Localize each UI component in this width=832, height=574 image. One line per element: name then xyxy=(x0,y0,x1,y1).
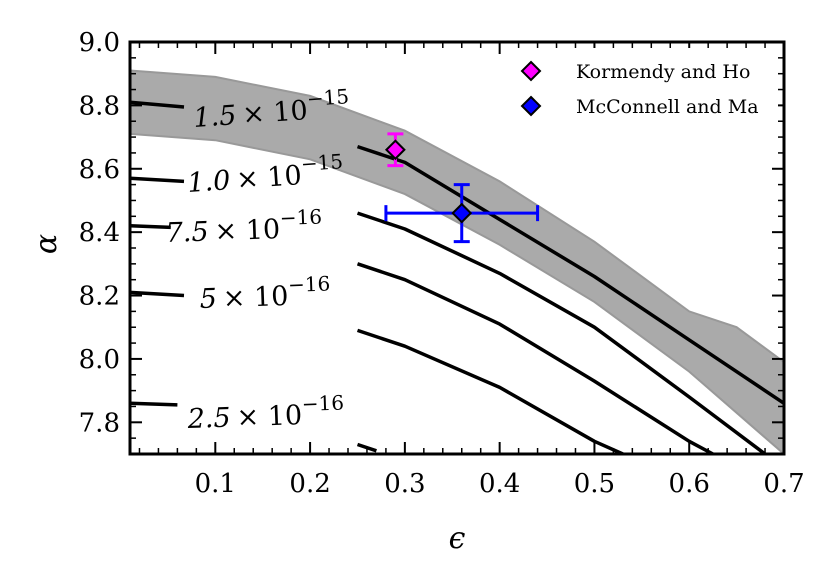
legend: Kormendy and Ho McConnell and Ma xyxy=(508,48,778,128)
y-tick-label: 8.8 xyxy=(79,91,120,121)
x-axis-label: ϵ xyxy=(449,521,466,556)
legend-marker-mcconnell-ma xyxy=(520,95,542,117)
contour-5e-16-right xyxy=(356,328,624,454)
x-tick-label: 0.6 xyxy=(669,469,710,499)
contour-label-base: × 10 xyxy=(214,214,281,247)
y-axis-label: α xyxy=(29,234,64,254)
contour-label-base: × 10 xyxy=(236,400,303,433)
y-tick-label: 7.8 xyxy=(79,408,120,438)
contour-1.5e-15-right xyxy=(356,144,784,405)
legend-background xyxy=(508,48,778,128)
contour-label-coef: 5 xyxy=(199,283,217,315)
y-tick-label: 9.0 xyxy=(79,28,120,58)
contour-label-coef: 1.5 xyxy=(192,100,237,134)
contour-label-1.5e-15: 1.5 × 10−15 xyxy=(192,84,351,134)
contour-labels-layer: 1.5 × 10−151.0 × 10−157.5 × 10−165 × 10−162.… xyxy=(165,84,351,435)
contour-label-exp: −15 xyxy=(306,84,350,111)
contour-7.5e-16-left xyxy=(130,224,171,230)
data-point-0 xyxy=(384,132,406,168)
contour-label-base: × 10 xyxy=(241,95,309,130)
y-tick-label: 8.6 xyxy=(79,155,120,185)
contour-1.0e-15-left xyxy=(130,176,185,184)
legend-marker-kormendy-ho xyxy=(520,60,542,82)
contour-label-2.5e-16: 2.5 × 10−16 xyxy=(186,391,345,435)
x-tick-label: 0.7 xyxy=(763,469,804,499)
x-tick-label: 0.5 xyxy=(574,469,615,499)
legend-label-mcconnell-ma: McConnell and Ma xyxy=(576,96,759,118)
y-tick-label: 8.4 xyxy=(79,218,120,248)
contour-lines-layer xyxy=(130,100,784,454)
x-tick-label: 0.1 xyxy=(195,469,236,499)
contour-label-coef: 2.5 xyxy=(186,403,231,436)
contour-label-exp: −16 xyxy=(301,391,344,416)
data-points-layer xyxy=(384,132,540,244)
shaded-band xyxy=(130,69,784,454)
y-tick-label: 8.2 xyxy=(79,282,120,312)
marker-0 xyxy=(384,139,406,161)
x-tick-label: 0.3 xyxy=(384,469,425,499)
contour-label-1.0e-15: 1.0 × 10−15 xyxy=(186,149,345,199)
marker-1 xyxy=(451,202,473,224)
contour-label-exp: −16 xyxy=(279,205,322,230)
contour-label-7.5e-16: 7.5 × 10−16 xyxy=(165,205,323,249)
contour-label-base: × 10 xyxy=(222,281,289,314)
contour-1.5e-15-left xyxy=(130,100,185,109)
contour-label-base: × 10 xyxy=(235,160,303,195)
contour-label-5e-16: 5 × 10−16 xyxy=(199,271,331,315)
x-tick-label: 0.4 xyxy=(479,469,520,499)
y-tick-label: 8.0 xyxy=(79,345,120,375)
contour-label-coef: 1.0 xyxy=(186,165,231,199)
shaded-band-layer xyxy=(130,69,784,454)
contour-label-exp: −16 xyxy=(288,271,331,296)
contour-5e-16-left xyxy=(130,290,185,298)
contour-label-exp: −15 xyxy=(300,149,344,176)
legend-label-kormendy-ho: Kormendy and Ho xyxy=(576,61,750,83)
data-point-1 xyxy=(384,183,540,244)
contour-2.5e-16-left xyxy=(130,401,178,407)
axis-ticks-layer: 0.1 0.2 0.3 0.4 0.5 0.6 0.7 7.8 8.0 8.2 8.4 8.6 8.8 9… xyxy=(79,28,805,499)
contour-1.0e-15-right xyxy=(356,211,767,454)
contour-7.5e-16-right xyxy=(356,262,714,454)
contour-2.5e-16-right xyxy=(356,442,377,453)
x-tick-label: 0.2 xyxy=(289,469,330,499)
contour-label-coef: 7.5 xyxy=(165,217,209,249)
